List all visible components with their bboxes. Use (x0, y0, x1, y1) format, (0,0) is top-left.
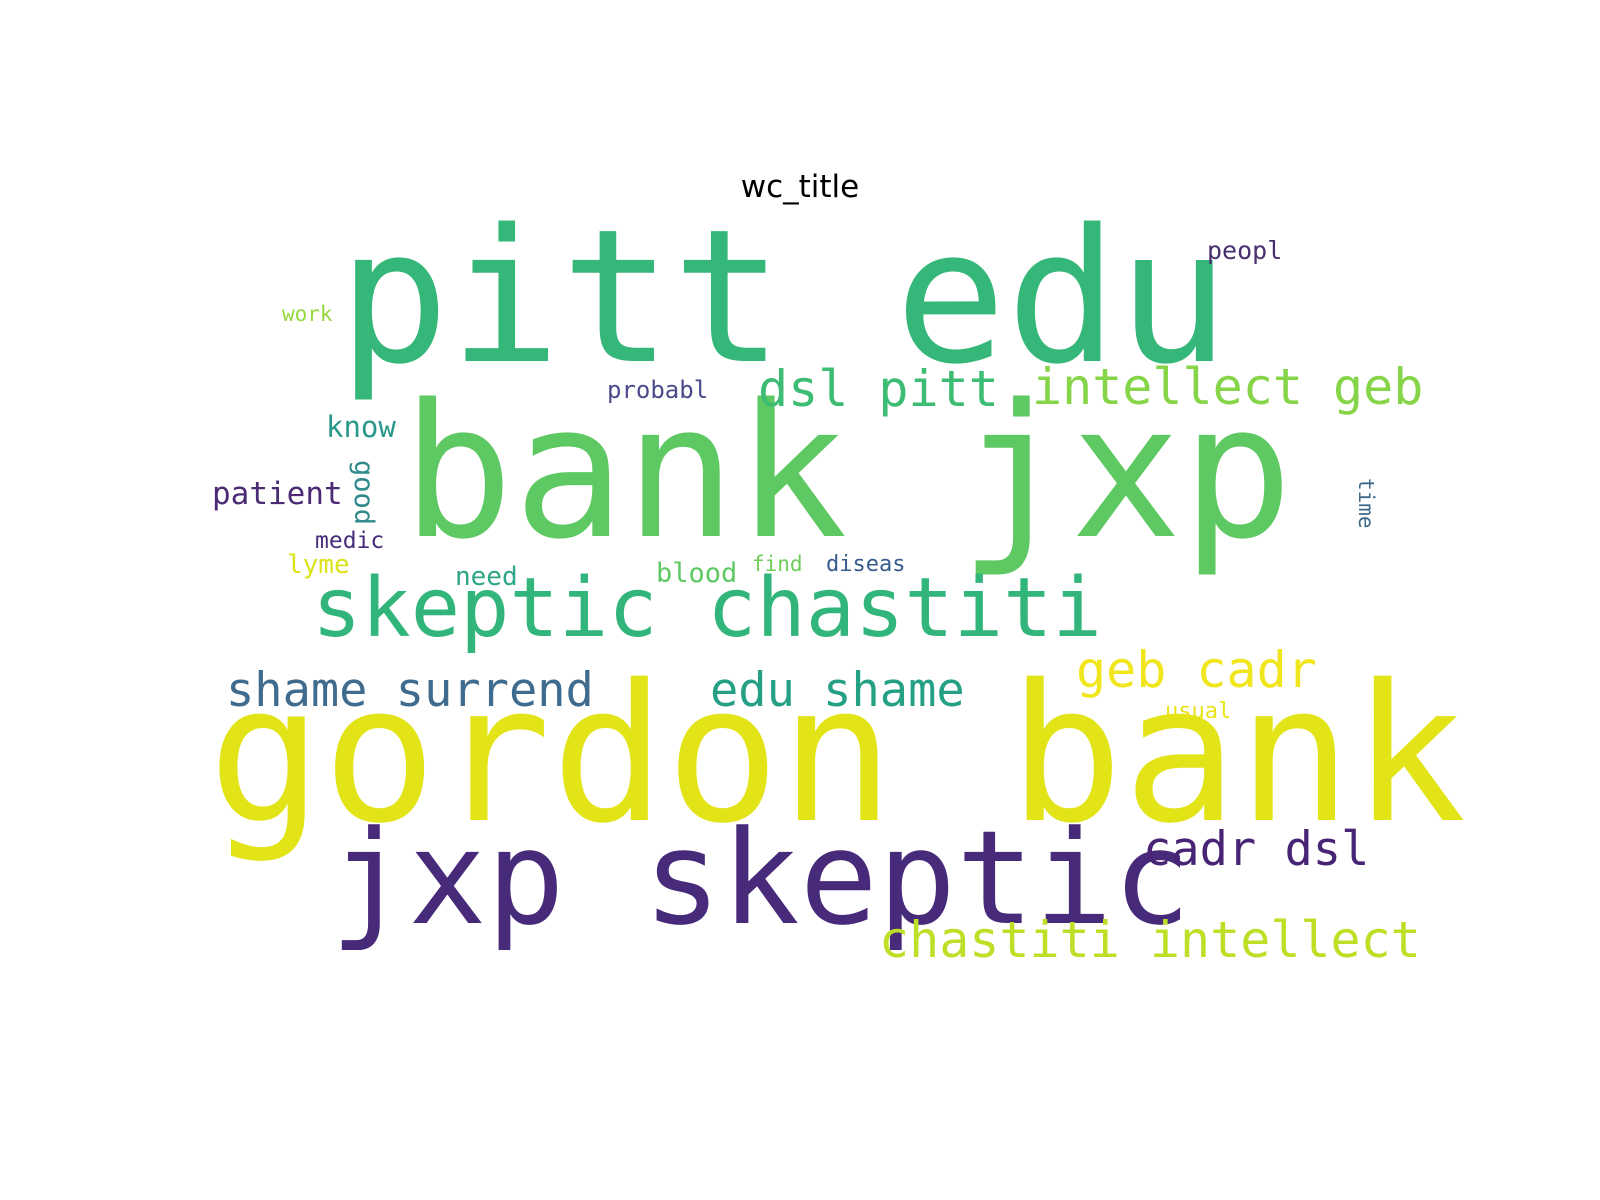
word-diseas: diseas (826, 552, 906, 577)
word-gordon-bank: gordon bank (208, 644, 1467, 865)
word-need: need (455, 562, 518, 592)
word-jxp-skeptic: jxp skeptic (330, 802, 1191, 954)
word-find: find (752, 552, 803, 576)
figure-title: wc_title (740, 169, 860, 205)
word-edu-shame: edu shame (710, 663, 965, 718)
word-medic: medic (315, 528, 385, 554)
word-pitt-edu: pitt edu (338, 189, 1230, 405)
word-blood: blood (656, 558, 738, 589)
word-skeptic-chastiti: skeptic chastiti (312, 561, 1102, 656)
word-know: know (326, 410, 396, 444)
word-cadr-dsl: cadr dsl (1143, 822, 1370, 877)
word-intellect-geb: intellect geb (1032, 358, 1424, 416)
word-dsl-pitt: dsl pitt (758, 360, 999, 418)
word-geb-cadr: geb cadr (1076, 641, 1317, 699)
word-time: time (1354, 478, 1378, 529)
word-usual: usual (1165, 699, 1232, 724)
word-probabl: probabl (607, 376, 709, 404)
word-lyme: lyme (287, 550, 350, 580)
word-work: work (282, 302, 333, 326)
word-shame-surrend: shame surrend (226, 663, 594, 718)
word-good: good (348, 460, 379, 526)
word-chastiti-intellect: chastiti intellect (879, 911, 1421, 969)
word-peopl: peopl (1207, 236, 1283, 265)
word-bank-jxp: bank jxp (402, 364, 1294, 580)
word-patient: patient (212, 476, 343, 512)
